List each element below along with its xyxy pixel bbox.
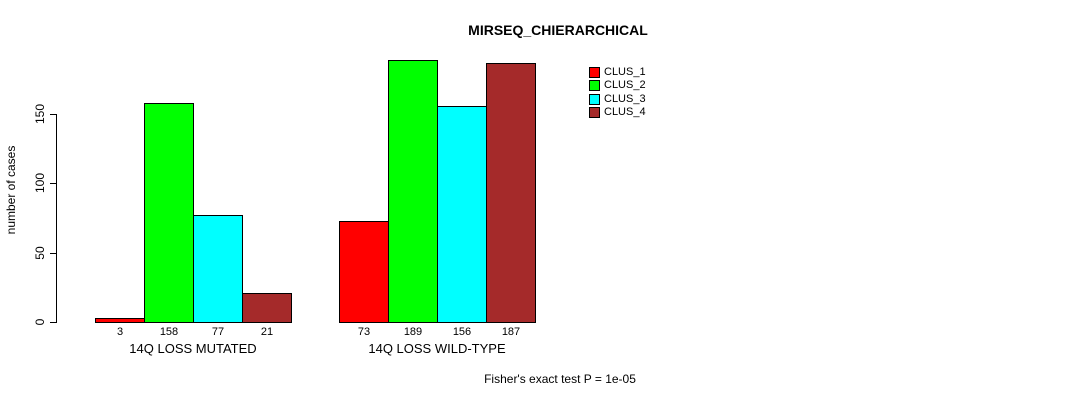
chart-title: MIRSEQ_CHIERARCHICAL (468, 22, 648, 38)
bar-clus_4-group2 (486, 63, 536, 323)
y-axis-tick-label: 0 (33, 318, 47, 326)
legend-label: CLUS_2 (604, 79, 646, 91)
legend-swatch-clus_3 (589, 93, 600, 105)
y-axis-tick (50, 322, 57, 323)
legend-label: CLUS_3 (604, 92, 646, 105)
bar-value-label: 156 (452, 326, 472, 338)
bar-clus_1-group2 (339, 221, 389, 323)
legend-label: CLUS_4 (604, 106, 646, 118)
legend-swatch-clus_4 (589, 107, 600, 118)
legend-label: CLUS_1 (604, 65, 646, 78)
bar-value-label: 187 (501, 326, 521, 338)
bar-value-label: 189 (403, 326, 423, 338)
bar-clus_2-group1 (144, 103, 194, 323)
bar-clus_3-group1 (193, 215, 243, 323)
bar-clus_1-group1 (95, 318, 145, 323)
y-axis-tick (50, 114, 57, 115)
bar-clus_2-group2 (388, 60, 438, 323)
bar-value-label: 3 (116, 326, 124, 338)
y-axis-tick (50, 183, 57, 184)
y-axis-tick-label: 50 (33, 246, 47, 260)
footer-annotation: Fisher's exact test P = 1e-05 (484, 372, 636, 386)
bar-value-label: 77 (211, 326, 225, 338)
y-axis-tick (50, 253, 57, 254)
legend-swatch-clus_2 (589, 80, 600, 91)
y-axis-tick-label: 100 (33, 172, 47, 194)
bar-clus_3-group2 (437, 106, 487, 323)
bar-value-label: 158 (159, 326, 179, 338)
bar-value-label: 21 (260, 326, 274, 338)
bar-clus_4-group1 (242, 293, 292, 323)
legend-swatch-clus_1 (589, 66, 600, 78)
x-axis-category-label: 14Q LOSS WILD-TYPE (368, 341, 506, 356)
bar-value-label: 73 (357, 326, 371, 338)
x-axis-category-label: 14Q LOSS MUTATED (129, 341, 257, 356)
y-axis-line (56, 114, 57, 323)
y-axis-tick-label: 150 (33, 103, 47, 125)
